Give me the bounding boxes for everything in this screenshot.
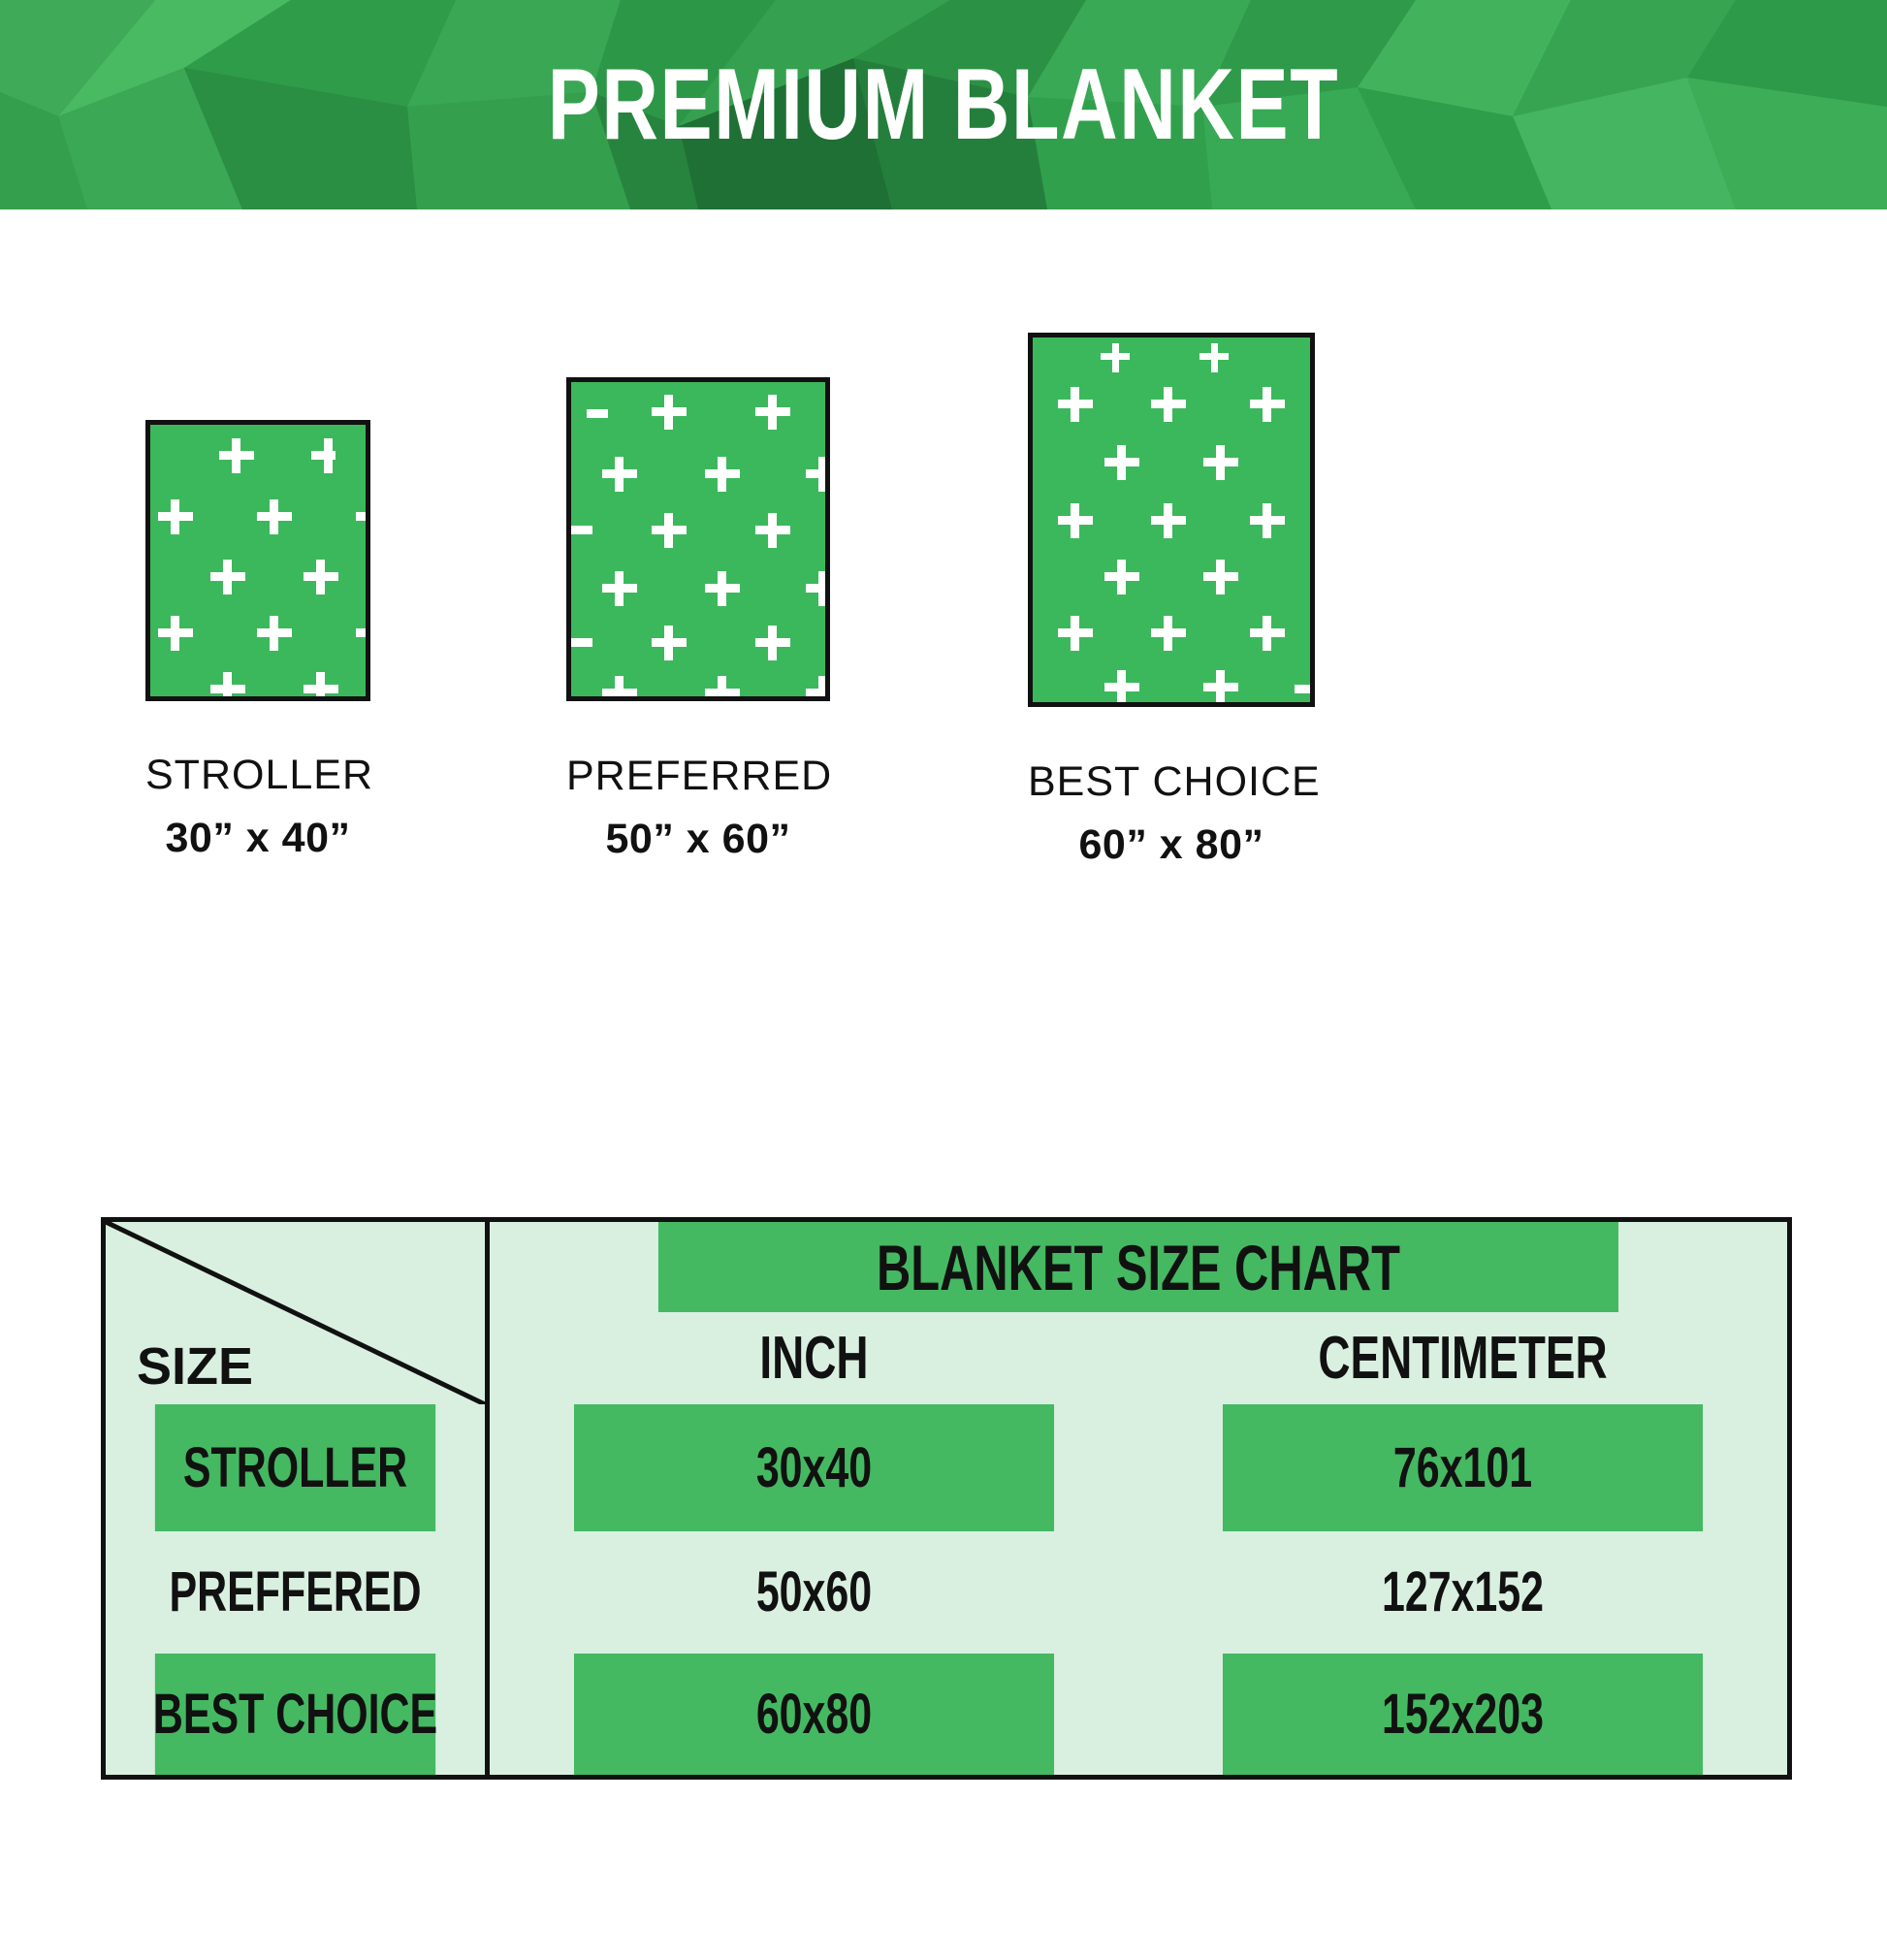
table-corner-cell: SIZE (106, 1222, 485, 1404)
table-row-inch-preffered: 50x60 (573, 1531, 1055, 1654)
table-row-size-best-choice: BEST CHOICE (153, 1654, 437, 1775)
swatch-label-name: STROLLER (145, 752, 374, 798)
table-row-size-preffered: PREFFERED (154, 1531, 436, 1654)
table-column-header-centimeter: CENTIMETER (1222, 1312, 1704, 1404)
swatch-label-dimensions: 60” x 80” (1078, 821, 1264, 868)
table-banner-title: BLANKET SIZE CHART (657, 1222, 1619, 1312)
table-row-centimeter-stroller: 76x101 (1222, 1404, 1704, 1531)
header-banner: PREMIUM BLANKET (0, 0, 1887, 209)
table-corner-label: SIZE (137, 1337, 254, 1396)
table-row-centimeter-preffered: 127x152 (1222, 1531, 1704, 1654)
table-column-divider (485, 1222, 490, 1775)
table-row-inch-stroller: 30x40 (573, 1404, 1055, 1531)
blanket-swatch-large (1028, 333, 1315, 707)
blanket-swatch-small (145, 420, 370, 701)
blanket-swatch-medium (566, 377, 830, 701)
swatch-label-name: BEST CHOICE (1028, 758, 1321, 805)
low-poly-background (0, 0, 1887, 209)
swatch-label-dimensions: 30” x 40” (165, 815, 351, 861)
diagonal-divider-icon (106, 1222, 485, 1404)
swatch-gallery: STROLLER 30” x 40” (0, 209, 1887, 1111)
table-column-header-inch: INCH (573, 1312, 1055, 1404)
table-row-inch-best-choice: 60x80 (573, 1654, 1055, 1775)
blanket-size-chart-table: SIZE BLANKET SIZE CHART INCH CENTIMETER … (101, 1217, 1792, 1780)
page-title: PREMIUM BLANKET (547, 48, 1340, 161)
swatch-label-dimensions: 50” x 60” (605, 816, 791, 862)
table-row-centimeter-best-choice: 152x203 (1222, 1654, 1704, 1775)
table-row-size-stroller: STROLLER (154, 1404, 436, 1531)
swatch-label-name: PREFERRED (566, 753, 833, 799)
